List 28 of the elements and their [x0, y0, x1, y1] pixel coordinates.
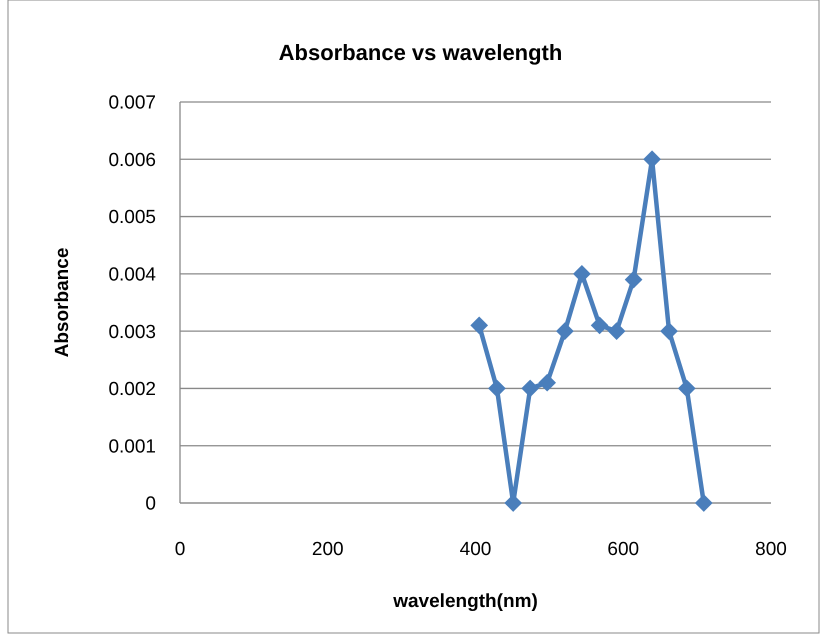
point — [470, 316, 488, 334]
x-axis-title: wavelength(nm) — [392, 591, 538, 612]
point — [660, 322, 678, 340]
y-tick-label: 0 — [145, 494, 156, 515]
point — [678, 380, 696, 398]
y-tick-label: 0.004 — [108, 264, 156, 286]
point — [488, 380, 506, 398]
y-tick-label: 0.001 — [108, 436, 156, 458]
x-tick-label: 0 — [174, 539, 186, 560]
y-tick-label: 0.005 — [108, 207, 156, 228]
point — [556, 322, 574, 340]
y-tick-label: 0.002 — [108, 379, 156, 400]
y-axis-title: Absorbance — [52, 248, 73, 358]
point — [694, 494, 713, 512]
x-tick-label: 200 — [312, 539, 344, 560]
y-tick-label: 0.003 — [108, 322, 156, 343]
point — [590, 316, 608, 334]
point — [573, 265, 591, 283]
point — [521, 380, 540, 398]
point — [538, 374, 556, 392]
chart-title: Absorbance vs wavelength — [278, 40, 562, 65]
x-tick-label: 400 — [460, 539, 492, 560]
point — [624, 270, 642, 288]
point — [608, 322, 626, 340]
y-tick-label: 0.006 — [108, 150, 156, 171]
y-tick-label: 0.007 — [108, 92, 156, 114]
x-tick-label: 600 — [607, 539, 640, 560]
x-tick-label: 800 — [755, 539, 787, 560]
